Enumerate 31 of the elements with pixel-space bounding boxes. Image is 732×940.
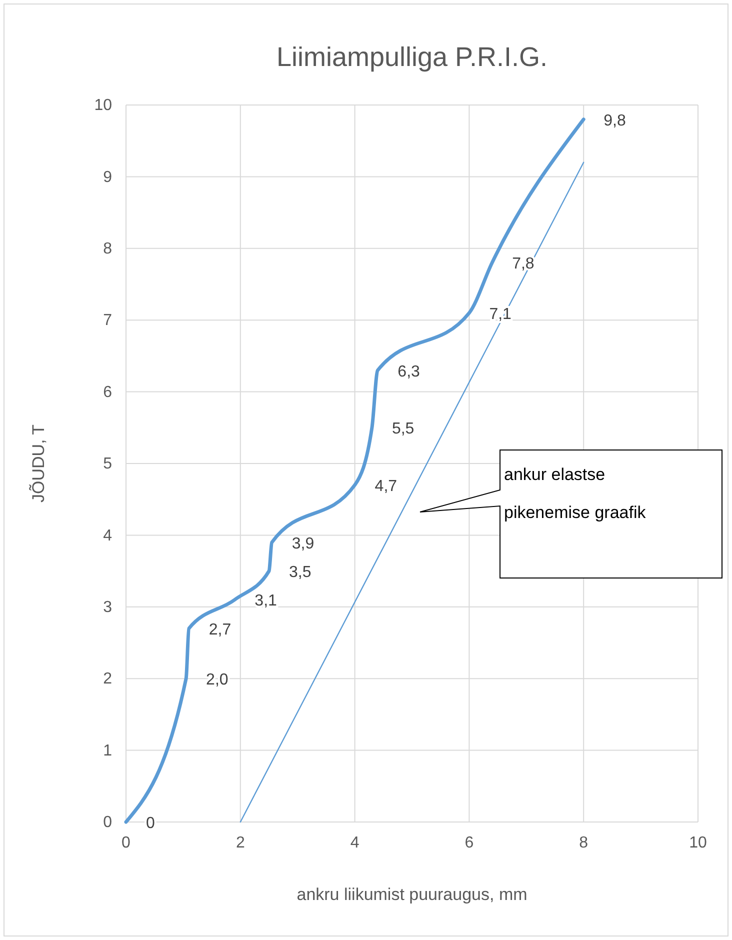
x-axis-title: ankru liikumist puuraugus, mm (296, 885, 528, 904)
y-tick-label: 4 (103, 527, 112, 544)
data-label: 5,5 (392, 420, 414, 438)
y-tick-label: 7 (103, 312, 112, 330)
data-label: 3,9 (292, 535, 314, 552)
data-label: 2,0 (206, 672, 228, 689)
y-tick-label: 9 (103, 168, 112, 186)
data-label: 6,3 (398, 363, 420, 380)
y-tick-label: 1 (103, 742, 112, 760)
y-tick-label: 0 (103, 814, 112, 832)
data-label: 9,8 (604, 112, 626, 130)
y-tick-label: 8 (103, 240, 112, 258)
y-tick-label: 10 (94, 97, 112, 114)
data-label: 4,7 (374, 478, 398, 496)
x-tick-label: 10 (689, 834, 707, 852)
data-label: 3,1 (254, 592, 278, 610)
x-tick-label: 4 (350, 834, 360, 852)
data-label: 2,7 (208, 621, 232, 638)
data-label: 0 (146, 815, 155, 832)
y-tick-label: 3 (103, 599, 112, 616)
y-tick-label: 6 (103, 384, 112, 401)
x-tick-label: 8 (579, 834, 588, 852)
y-axis-title: JÕUDU, T (29, 424, 48, 503)
annotation: ankur elastse pikenemise graafik (504, 465, 646, 522)
data-label: 3,5 (289, 564, 312, 582)
y-tick-label: 5 (103, 456, 112, 473)
x-tick-label: 2 (236, 834, 245, 852)
x-tick-label: 0 (122, 834, 131, 852)
y-tick-label: 2 (103, 670, 112, 688)
x-tick-label: 6 (464, 834, 474, 852)
chart-title: Liimiampulliga P.R.I.G. (276, 42, 548, 72)
